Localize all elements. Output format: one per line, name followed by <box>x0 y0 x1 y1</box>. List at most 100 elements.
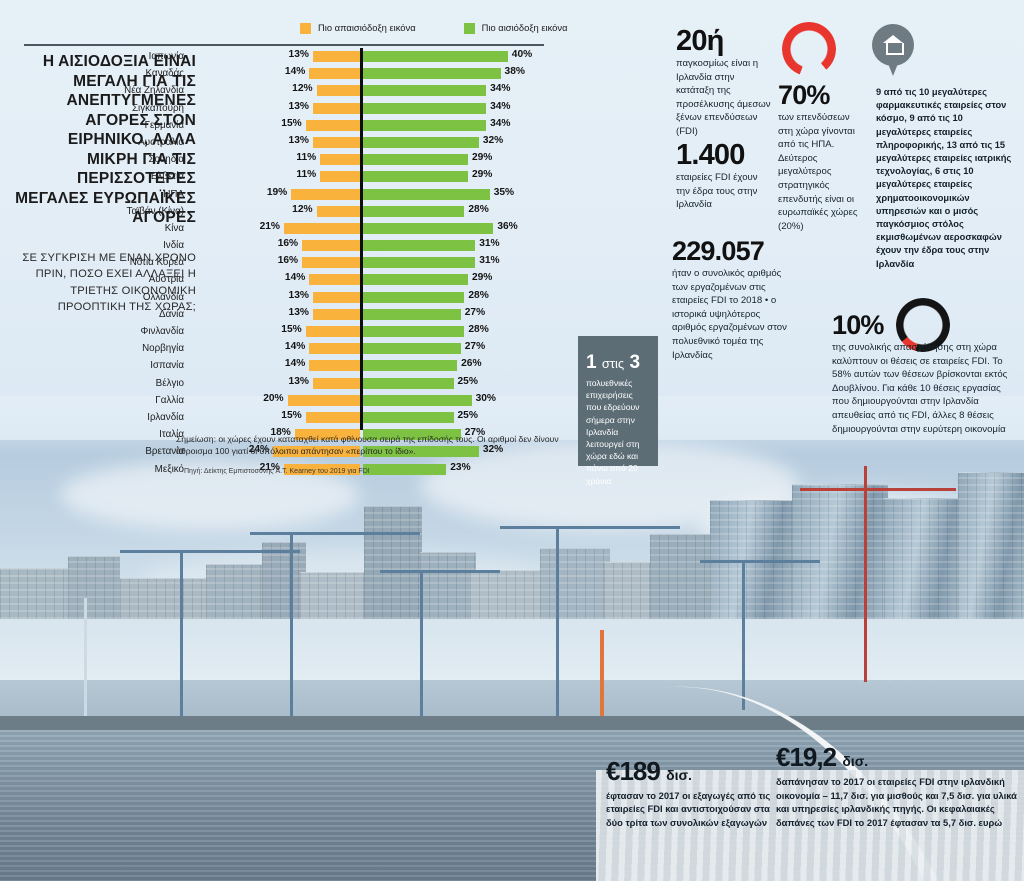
bar-optimistic <box>363 119 487 131</box>
bar-optimistic <box>363 411 454 423</box>
bar-optimistic <box>363 394 472 406</box>
page-title: Η ΑΙΣΙΟΔΟΞΙΑ ΕΙΝΑΙ ΜΕΓΑΛΗ ΓΙΑ ΤΙΣ ΑΝΕΠΤΥ… <box>15 53 196 226</box>
house-icon <box>883 35 904 55</box>
bar-pessimistic <box>309 274 360 286</box>
crane-mast-red <box>864 466 867 682</box>
chart-row: Κίνα 21% 36% <box>165 220 560 237</box>
bar-pessimistic <box>302 240 360 252</box>
chart-category-label: Γαλλία <box>155 394 184 406</box>
bar-optimistic <box>363 377 454 389</box>
chart-row: Ιαπωνία 13% 40% <box>149 48 560 65</box>
crane-jib-red <box>800 488 956 491</box>
pin-tail <box>885 56 901 76</box>
chart-category-label: Ταϊβάν (Κίνα) <box>126 205 184 217</box>
bar-value-optimistic: 28% <box>468 324 489 335</box>
chart-top-rule <box>24 44 544 46</box>
building-glass <box>792 484 888 619</box>
legend-swatch-optimistic <box>463 23 475 34</box>
skyline <box>0 430 1024 750</box>
cable <box>631 680 860 681</box>
bar-value-pessimistic: 13% <box>288 306 309 318</box>
orange-marker <box>600 630 604 716</box>
chart-category-label: Νότια Κορέα <box>129 257 184 269</box>
bar-pessimistic <box>287 394 360 406</box>
bar-optimistic <box>363 188 490 200</box>
bar-value-optimistic: 34% <box>490 83 511 95</box>
bar-value-pessimistic: 15% <box>281 324 302 335</box>
bar-value-optimistic: 27% <box>464 427 486 439</box>
chart-row: Σουηδία 11% 29% <box>148 151 560 168</box>
stat-spending-text: δαπάνησαν το 2017 οι εταιρείες FDI στην … <box>776 776 1017 828</box>
chart-row: Αυστραλία 13% 32% <box>138 134 560 151</box>
bar-value-optimistic: 31% <box>479 238 500 250</box>
bar-optimistic <box>363 343 461 355</box>
bar-pessimistic <box>273 446 360 458</box>
building-glass <box>958 472 1024 619</box>
bar-value-optimistic: 23% <box>450 461 471 473</box>
bar-value-pessimistic: 14% <box>284 358 306 370</box>
chart-panel <box>0 0 1024 440</box>
callout-num2: 3 <box>629 352 641 373</box>
bar-value-optimistic: 28% <box>468 289 489 301</box>
bar-optimistic <box>363 154 468 166</box>
crane-jib <box>120 550 300 553</box>
chart-row: Δανία 13% 27% <box>159 306 560 323</box>
legend-swatch-pessimistic <box>300 23 311 34</box>
bar-value-pessimistic: 13% <box>288 289 309 301</box>
bar-value-pessimistic: 15% <box>281 117 302 129</box>
chart-row: Ινδία 16% 31% <box>163 237 560 254</box>
chart-row: Ταϊβάν (Κίνα) 12% 28% <box>127 203 560 220</box>
building <box>604 562 656 619</box>
stat-employees: 229.057 ήταν ο συνολικός αριθμός των εργ… <box>672 236 796 362</box>
bar-pessimistic <box>283 222 360 234</box>
panel-gradient-fade <box>0 396 1024 456</box>
chart-category-label: Κίνα <box>164 222 184 234</box>
bar-optimistic <box>363 463 447 475</box>
mast <box>84 598 87 718</box>
chart-category-label: Μεξικό <box>154 463 184 475</box>
bar-optimistic <box>363 360 458 372</box>
chart-zero-axis <box>360 48 363 430</box>
bar-pessimistic <box>320 154 360 166</box>
bar-optimistic <box>363 291 465 303</box>
bar-value-optimistic: 31% <box>479 255 500 267</box>
bar-pessimistic <box>312 51 360 62</box>
bar-value-optimistic: 28% <box>468 203 489 215</box>
stat-exports-text: έφτασαν το 2017 οι εξαγωγές από τις εται… <box>606 789 771 828</box>
legend-label-optimistic: Πιο αισιόδοξη εικόνα <box>481 22 568 33</box>
chart-category-label: Σουηδία <box>148 154 184 166</box>
bar-value-optimistic: 29% <box>471 169 493 181</box>
bar-value-pessimistic: 14% <box>284 272 306 284</box>
chart-category-label: Ινδία <box>163 240 184 252</box>
crane-mast <box>290 532 293 718</box>
stat-companies: 1.400 εταιρείες FDI έχουν την έδρα τους … <box>676 140 774 212</box>
bar-value-optimistic: 40% <box>511 49 533 60</box>
bar-pessimistic <box>305 411 360 423</box>
crane-mast <box>742 560 745 710</box>
chart-row: Καναδάς 14% 38% <box>146 65 560 82</box>
bar-pessimistic <box>291 188 360 200</box>
bar-value-optimistic: 38% <box>504 66 525 78</box>
building <box>540 548 610 619</box>
chart-row: Βέλγιο 13% 25% <box>156 375 560 392</box>
crane-jib <box>250 532 420 535</box>
stat-exports: €189 δισ. έφτασαν το 2017 οι εξαγωγές απ… <box>606 756 776 829</box>
stat-spending-unit: δισ. <box>842 753 869 770</box>
bar-value-optimistic: 36% <box>497 220 518 232</box>
chart-category-label: Ιταλία <box>159 429 184 441</box>
chart-note: Σημείωση: οι χώρες έχουν καταταχθεί κατά… <box>176 434 559 457</box>
bar-pessimistic <box>283 463 360 475</box>
bar-value-optimistic: 29% <box>471 152 493 164</box>
bar-value-pessimistic: 24% <box>248 444 270 456</box>
chart-category-label: Νέα Ζηλανδία <box>124 85 184 97</box>
chart-source: Πηγή: Δείκτης Εμπιστοσύνης A.T. Kearney … <box>184 468 370 475</box>
bar-value-optimistic: 32% <box>482 444 504 456</box>
crane-mast <box>420 570 423 718</box>
bar-value-pessimistic: 11% <box>296 169 317 181</box>
chart-row: Νέα Ζηλανδία 12% 34% <box>124 82 560 99</box>
chart-row: Ολλανδία 13% 28% <box>143 289 560 306</box>
bar-pessimistic <box>305 326 360 337</box>
chart-row: Ιταλία 18% 27% <box>159 426 560 443</box>
chart-row: Νότια Κορέα 16% 31% <box>130 254 560 271</box>
bar-optimistic <box>363 326 465 337</box>
